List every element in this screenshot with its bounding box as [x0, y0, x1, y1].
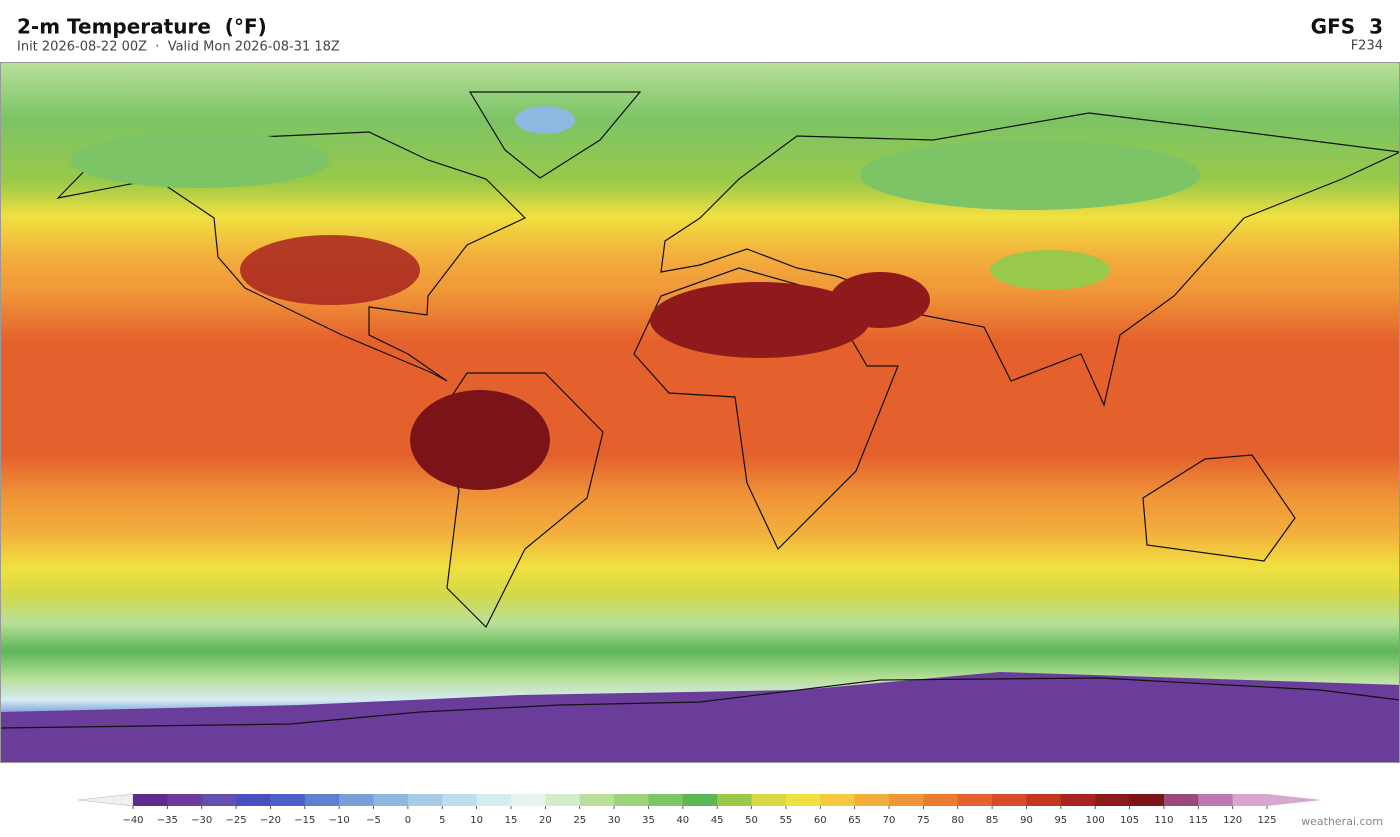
- colorbar-tick-label: 0: [405, 815, 411, 826]
- color-segment: [476, 794, 512, 806]
- color-segment: [1198, 794, 1234, 806]
- antarctic-coast: [0, 672, 1400, 763]
- model-name: GFS 3: [1311, 15, 1383, 39]
- color-segment: [785, 794, 821, 806]
- color-segment: [236, 794, 271, 806]
- siberia-cool: [860, 140, 1200, 210]
- color-segment: [854, 794, 890, 806]
- colorbar-tick-label: −20: [260, 815, 281, 826]
- australia: [1142, 454, 1296, 562]
- colorbar-tick-label: 55: [780, 815, 793, 826]
- color-segment: [339, 794, 375, 806]
- color-segment: [682, 794, 718, 806]
- subtitle: Init 2026-08-22 00Z · Valid Mon 2026-08-…: [17, 40, 340, 55]
- colorbar-tick-label: −35: [157, 815, 178, 826]
- color-segment: [923, 794, 959, 806]
- color-segment: [201, 794, 237, 806]
- color-segment: [511, 794, 546, 806]
- colorbar-tick-label: 40: [676, 815, 689, 826]
- arabia-heat: [830, 272, 930, 328]
- greenland: [468, 91, 642, 179]
- colorbar-tick-label: 60: [814, 815, 827, 826]
- colorbar-tick-label: 10: [470, 815, 483, 826]
- color-segment: [992, 794, 1027, 806]
- colorbar-tick-label: −15: [294, 815, 315, 826]
- color-segment: [270, 794, 306, 806]
- color-segment: [1163, 794, 1199, 806]
- colorbar-tick-label: 110: [1154, 815, 1173, 826]
- color-segment: [167, 794, 203, 806]
- colorbar-tick-label: 50: [745, 815, 758, 826]
- color-segment: [820, 794, 856, 806]
- title: 2-m Temperature (°F): [17, 15, 267, 39]
- colorbar-tick-label: 105: [1120, 815, 1139, 826]
- amazon-heat: [410, 390, 550, 490]
- color-segment: [1095, 794, 1131, 806]
- colorbar-tick-label: 30: [608, 815, 621, 826]
- color-segment: [648, 794, 684, 806]
- colorbar-tick-label: 125: [1257, 815, 1276, 826]
- color-segment: [889, 794, 924, 806]
- color-segment: [957, 794, 993, 806]
- colorbar-under: [77, 793, 134, 807]
- forecast-hour: F234: [1351, 39, 1383, 54]
- colorbar-tick-label: 45: [711, 815, 724, 826]
- colorbar-tick-label: −5: [366, 815, 381, 826]
- colorbar-tick-label: 115: [1189, 815, 1208, 826]
- antarctica: [0, 677, 1400, 763]
- colorbar-tick-label: −30: [191, 815, 212, 826]
- colorbar-tick-label: 5: [439, 815, 445, 826]
- colorbar-tick-label: 120: [1223, 815, 1242, 826]
- colorbar-tick-label: 75: [917, 815, 930, 826]
- colorbar-tick-label: −40: [122, 815, 143, 826]
- colorbar: −40 −35 −30 −25 −20 −15 −10 −5 0 5 10 15 20 25 30 35 40 4…: [77, 793, 1322, 826]
- color-segment: [717, 794, 753, 806]
- color-segment: [133, 794, 168, 806]
- color-segment: [1060, 794, 1096, 806]
- canada-cool: [70, 132, 330, 188]
- color-segment: [442, 794, 478, 806]
- color-segment: [407, 794, 443, 806]
- sahara-heat: [650, 282, 870, 358]
- color-segment: [1232, 794, 1268, 806]
- colorbar-tick-label: 90: [1020, 815, 1033, 826]
- colorbar-tick-label: 20: [539, 815, 552, 826]
- africa: [633, 267, 899, 551]
- color-segment: [545, 794, 581, 806]
- colorbar-tick-label: 80: [951, 815, 964, 826]
- colorbar-tick-label: 70: [883, 815, 896, 826]
- color-segment: [751, 794, 787, 806]
- colorbar-tick-label: 35: [642, 815, 655, 826]
- watermark: weatherai.com: [1301, 815, 1383, 828]
- colorbar-tick-label: −25: [226, 815, 247, 826]
- colorbar-tick-label: 85: [986, 815, 999, 826]
- us-heat: [240, 235, 420, 305]
- tibet-cool: [990, 250, 1110, 290]
- color-segment: [373, 794, 409, 806]
- colorbar-tick-label: 25: [573, 815, 586, 826]
- colorbar-tick-label: −10: [329, 815, 350, 826]
- color-segment: [1026, 794, 1062, 806]
- map: [0, 62, 1400, 763]
- color-segment: [579, 794, 615, 806]
- color-segment: [304, 794, 340, 806]
- colorbar-tick-label: 100: [1086, 815, 1105, 826]
- colorbar-tick-label: 65: [848, 815, 861, 826]
- eurasia: [660, 112, 1400, 407]
- colorbar-over: [1267, 794, 1322, 806]
- color-segment: [614, 794, 649, 806]
- colorbar-tick-label: 95: [1054, 815, 1067, 826]
- color-segment: [1129, 794, 1165, 806]
- north-america: [56, 131, 527, 382]
- colorbar-tick-label: 15: [505, 815, 518, 826]
- greenland-cold: [515, 106, 575, 134]
